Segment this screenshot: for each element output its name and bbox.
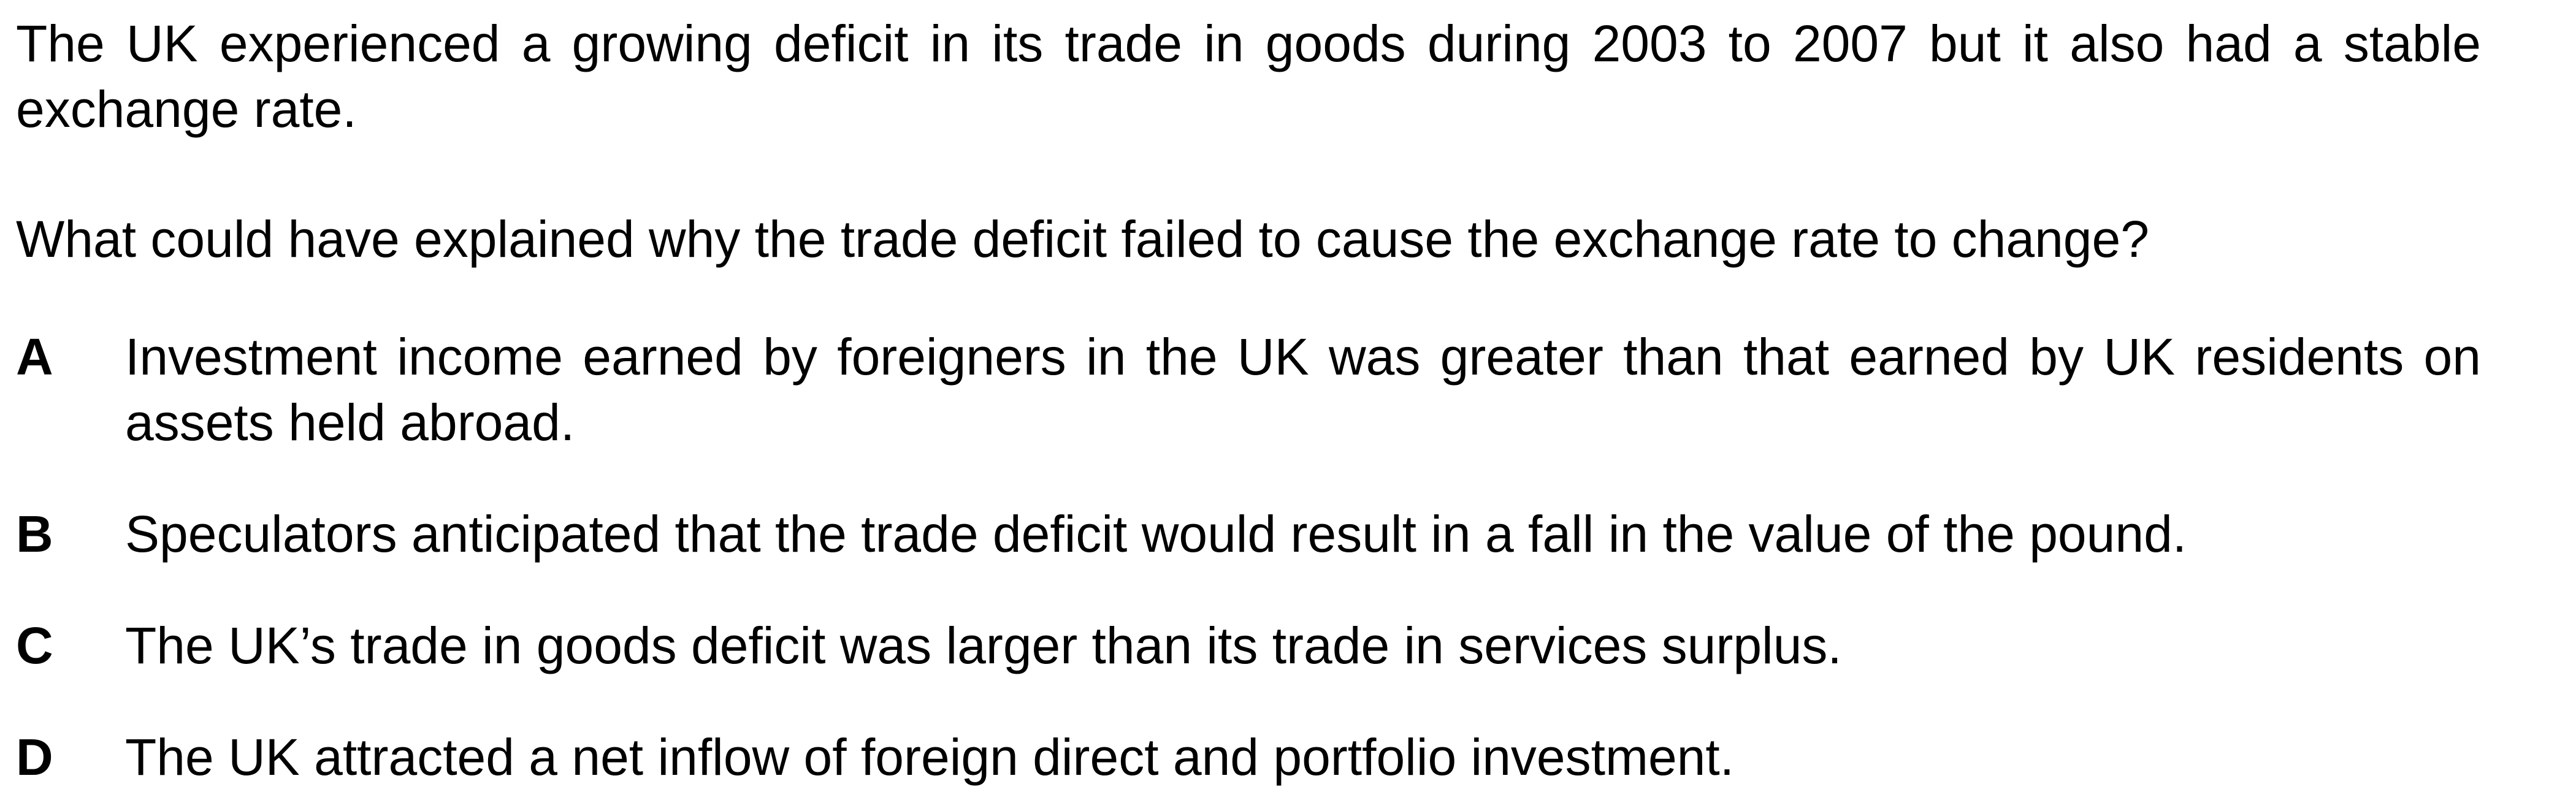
question-prompt: What could have explained why the trade … <box>16 210 2149 268</box>
option-d-text: The UK attracted a net inflow of foreign… <box>125 728 1735 786</box>
option-c-letter: C <box>16 617 53 674</box>
question-page: The UK experienced a growing deficit in … <box>16 11 2481 790</box>
option-b-letter: B <box>16 505 53 563</box>
option-d-letter: D <box>16 728 53 786</box>
option-b[interactable]: B Speculators anticipated that the trade… <box>16 501 2481 567</box>
option-c-text: The UK’s trade in goods deficit was larg… <box>125 617 1842 674</box>
option-a-letter: A <box>16 328 53 386</box>
question-context: The UK experienced a growing deficit in … <box>16 15 2481 138</box>
answer-options: A Investment income earned by foreigners… <box>16 324 2481 790</box>
option-c[interactable]: C The UK’s trade in goods deficit was la… <box>16 613 2481 679</box>
option-b-text: Speculators anticipated that the trade d… <box>125 505 2187 563</box>
option-a-text: Investment income earned by foreigners i… <box>125 328 2481 451</box>
option-d[interactable]: D The UK attracted a net inflow of forei… <box>16 725 2481 790</box>
option-a[interactable]: A Investment income earned by foreigners… <box>16 324 2481 455</box>
